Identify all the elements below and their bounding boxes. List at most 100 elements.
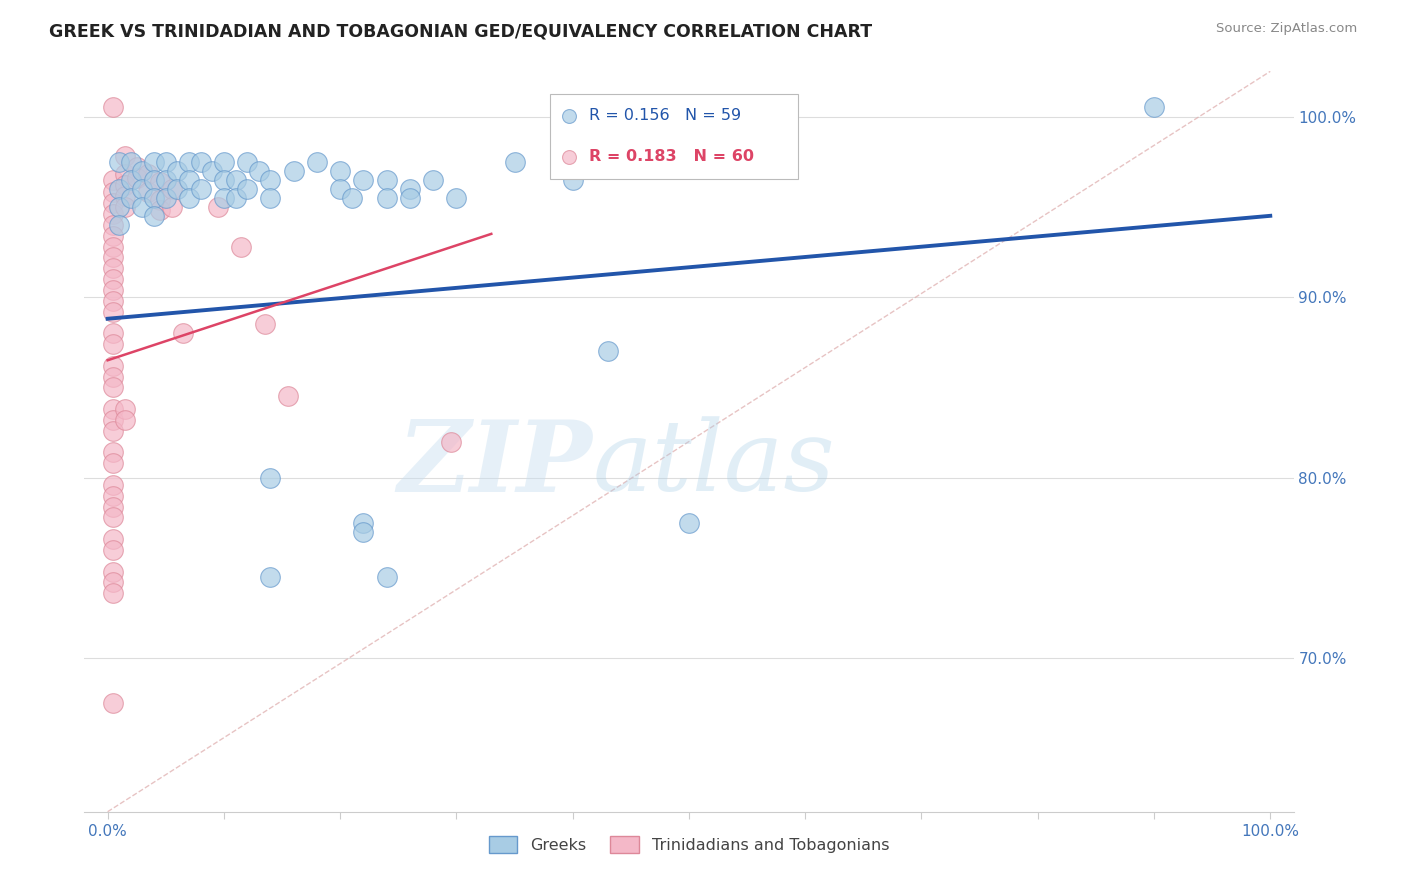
Point — [212, 191, 235, 205]
Point — [177, 172, 200, 186]
Point — [136, 167, 159, 181]
Point — [114, 149, 136, 163]
Point — [103, 542, 125, 557]
Point — [160, 182, 183, 196]
Point — [201, 163, 224, 178]
Point — [190, 182, 212, 196]
Point — [212, 154, 235, 169]
Point — [103, 489, 125, 503]
Point — [108, 154, 131, 169]
Point — [103, 272, 125, 286]
Point — [207, 200, 229, 214]
Point — [562, 318, 585, 332]
Point — [125, 170, 148, 185]
Point — [120, 172, 142, 186]
Point — [166, 182, 188, 196]
Point — [125, 160, 148, 174]
Point — [329, 163, 352, 178]
Point — [103, 532, 125, 546]
Point — [259, 470, 281, 484]
Point — [166, 163, 188, 178]
FancyBboxPatch shape — [550, 94, 797, 178]
Point — [678, 516, 700, 530]
Point — [103, 283, 125, 297]
Point — [375, 191, 398, 205]
Point — [103, 186, 125, 200]
Point — [596, 344, 619, 359]
Point — [172, 326, 194, 341]
Point — [446, 191, 468, 205]
Point — [352, 524, 374, 539]
Point — [225, 172, 247, 186]
Point — [131, 200, 153, 214]
Point — [103, 380, 125, 394]
Point — [503, 154, 526, 169]
Point — [212, 172, 235, 186]
Point — [352, 516, 374, 530]
Point — [103, 251, 125, 265]
Point — [103, 565, 125, 579]
Point — [108, 218, 131, 232]
Point — [136, 186, 159, 200]
Point — [103, 228, 125, 243]
Point — [143, 209, 166, 223]
Point — [277, 389, 299, 403]
Text: R = 0.156   N = 59: R = 0.156 N = 59 — [589, 108, 741, 123]
Point — [329, 182, 352, 196]
Point — [114, 167, 136, 181]
Point — [143, 172, 166, 186]
Point — [155, 191, 177, 205]
Point — [283, 163, 305, 178]
Point — [160, 200, 183, 214]
Point — [225, 191, 247, 205]
Point — [149, 174, 172, 188]
Point — [103, 239, 125, 253]
Point — [177, 154, 200, 169]
Text: atlas: atlas — [592, 416, 835, 511]
Point — [103, 172, 125, 186]
Text: ZIP: ZIP — [398, 416, 592, 512]
Point — [103, 445, 125, 459]
Point — [149, 203, 172, 218]
Point — [103, 218, 125, 232]
Legend: Greeks, Trinidadians and Tobagonians: Greeks, Trinidadians and Tobagonians — [482, 830, 896, 859]
Point — [103, 261, 125, 276]
Point — [103, 337, 125, 351]
Point — [399, 191, 422, 205]
Point — [231, 239, 253, 253]
Point — [103, 424, 125, 438]
Point — [399, 182, 422, 196]
Point — [259, 172, 281, 186]
Point — [114, 178, 136, 193]
Point — [247, 163, 270, 178]
Point — [120, 154, 142, 169]
Point — [114, 402, 136, 417]
Point — [375, 172, 398, 186]
Point — [305, 154, 328, 169]
Point — [114, 413, 136, 427]
Point — [143, 191, 166, 205]
Point — [103, 359, 125, 373]
Point — [131, 182, 153, 196]
Point — [340, 191, 363, 205]
Point — [236, 182, 259, 196]
Text: R = 0.183   N = 60: R = 0.183 N = 60 — [589, 149, 754, 164]
Point — [155, 154, 177, 169]
Point — [103, 196, 125, 211]
Point — [131, 163, 153, 178]
Point — [120, 191, 142, 205]
Point — [103, 293, 125, 308]
Point — [103, 304, 125, 318]
Point — [103, 586, 125, 600]
Point — [143, 154, 166, 169]
Point — [155, 172, 177, 186]
Point — [1143, 100, 1166, 114]
Point — [103, 456, 125, 470]
Point — [149, 193, 172, 207]
Point — [103, 207, 125, 221]
Point — [103, 575, 125, 590]
Point — [259, 191, 281, 205]
Point — [253, 317, 276, 331]
Point — [114, 200, 136, 214]
Point — [259, 570, 281, 584]
